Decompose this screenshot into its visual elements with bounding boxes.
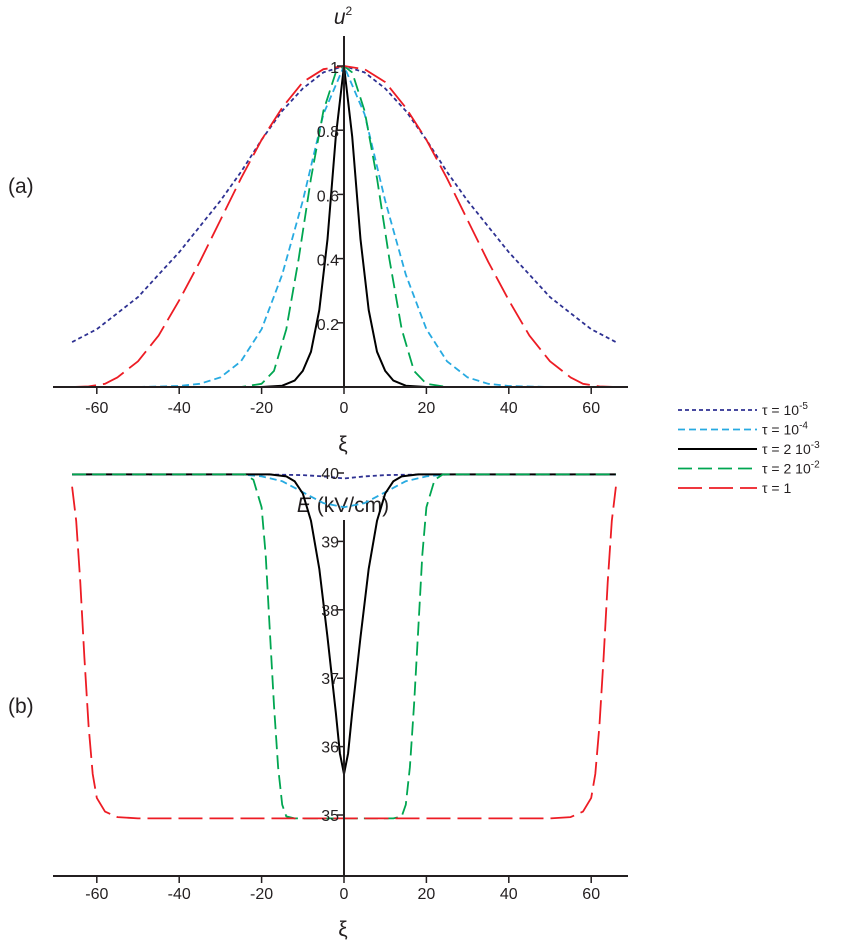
x-tick-label: -20 bbox=[250, 886, 273, 903]
x-tick-label: 60 bbox=[582, 886, 600, 903]
x-tick-label: 20 bbox=[418, 886, 436, 903]
y-tick-label: 0.6 bbox=[317, 188, 339, 205]
legend-label-sup: -5 bbox=[799, 401, 808, 412]
y-tick-label: 38 bbox=[321, 603, 339, 620]
y-tick-label: 1 bbox=[330, 60, 339, 77]
x-tick-label: 40 bbox=[500, 886, 518, 903]
y-tick-label: 0.2 bbox=[317, 317, 339, 334]
y-tick-label: 40 bbox=[321, 466, 339, 483]
panel-b-axes: -60 -40 -20 0 20 40 60 35 36 37 38 39 40 bbox=[53, 466, 628, 903]
x-tick-label: -60 bbox=[85, 886, 108, 903]
panel-b-ylabel-rest: (kV/cm) bbox=[311, 494, 389, 517]
x-tick-label: 40 bbox=[500, 400, 518, 417]
legend-label-tau_2e-2: τ = 2 10-2 bbox=[762, 460, 820, 477]
panel-a-ylabel-main: u bbox=[334, 6, 346, 29]
x-tick-label: 0 bbox=[340, 886, 349, 903]
y-tick-label: 0.4 bbox=[317, 253, 339, 270]
legend: τ = 10-5τ = 10-4τ = 2 10-3τ = 2 10-2τ = … bbox=[678, 401, 820, 496]
legend-label-sup: -4 bbox=[799, 421, 808, 432]
legend-label-sup: -2 bbox=[811, 460, 820, 471]
y-tick-label: 35 bbox=[321, 808, 339, 825]
x-tick-label: -40 bbox=[168, 886, 191, 903]
legend-label-tau_1: τ = 1 bbox=[762, 480, 791, 496]
y-tick-label: 37 bbox=[321, 671, 339, 688]
panel-b-xlabel: ξ bbox=[338, 918, 347, 941]
x-tick-label: 60 bbox=[582, 400, 600, 417]
x-tick-label: -60 bbox=[85, 400, 108, 417]
legend-label-tau_1e-5: τ = 10-5 bbox=[762, 401, 808, 418]
legend-label-main: τ = 10 bbox=[762, 422, 799, 438]
y-tick-label: 39 bbox=[321, 534, 339, 551]
x-tick-label: 0 bbox=[340, 400, 349, 417]
legend-label-main: τ = 10 bbox=[762, 402, 799, 418]
panel-a-ylabel: u2 bbox=[334, 4, 353, 29]
series-line-tau_1e-4 bbox=[72, 473, 616, 509]
panel-a-axes: -60 -40 -20 0 20 40 60 0.2 0.4 0.6 0.8 1 bbox=[53, 36, 628, 417]
x-tick-label: -20 bbox=[250, 400, 273, 417]
legend-label-tau_1e-4: τ = 10-4 bbox=[762, 421, 808, 438]
x-tick-label: -40 bbox=[168, 400, 191, 417]
legend-label-main: τ = 2 10 bbox=[762, 441, 811, 457]
legend-label-tau_2e-3: τ = 2 10-3 bbox=[762, 440, 820, 457]
y-tick-label: 0.8 bbox=[317, 124, 339, 141]
panel-a-chart: u2 -60 -40 -20 0 20 40 60 0.2 0.4 0.6 0.8 1 ξ bbox=[53, 4, 628, 456]
panel-a-ylabel-sup: 2 bbox=[346, 4, 353, 18]
legend-label-main: τ = 1 bbox=[762, 480, 791, 496]
y-tick-label: 36 bbox=[321, 740, 339, 757]
panel-a-label: (a) bbox=[8, 175, 34, 198]
legend-label-main: τ = 2 10 bbox=[762, 461, 811, 477]
x-tick-label: 20 bbox=[418, 400, 436, 417]
panel-a-xlabel: ξ bbox=[338, 433, 347, 456]
panel-b-label: (b) bbox=[8, 695, 34, 718]
legend-label-sup: -3 bbox=[811, 440, 820, 451]
